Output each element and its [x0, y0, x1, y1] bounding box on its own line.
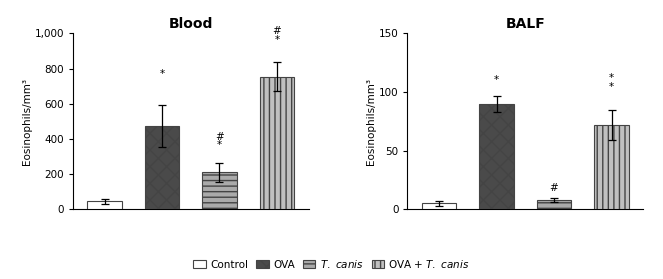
Text: *: *: [494, 75, 499, 85]
Text: *
*: * *: [609, 73, 614, 92]
Bar: [594, 125, 629, 209]
Y-axis label: Eosinophils/mm³: Eosinophils/mm³: [366, 78, 376, 165]
Bar: [88, 201, 122, 209]
Bar: [202, 172, 237, 209]
Text: #
*: # *: [215, 132, 224, 150]
Text: #: #: [550, 183, 558, 193]
Text: #
*: # *: [272, 26, 281, 45]
Bar: [260, 76, 294, 209]
Title: Blood: Blood: [168, 17, 213, 31]
Bar: [479, 104, 514, 209]
Bar: [537, 200, 572, 209]
Bar: [422, 203, 456, 209]
Title: BALF: BALF: [505, 17, 545, 31]
Text: *: *: [159, 69, 164, 79]
Bar: [145, 126, 179, 209]
Y-axis label: Eosinophils/mm³: Eosinophils/mm³: [22, 78, 32, 165]
Legend: Control, OVA, $\it{T.\ canis}$, OVA + $\it{T.\ canis}$: Control, OVA, $\it{T.\ canis}$, OVA + $\…: [189, 253, 474, 274]
